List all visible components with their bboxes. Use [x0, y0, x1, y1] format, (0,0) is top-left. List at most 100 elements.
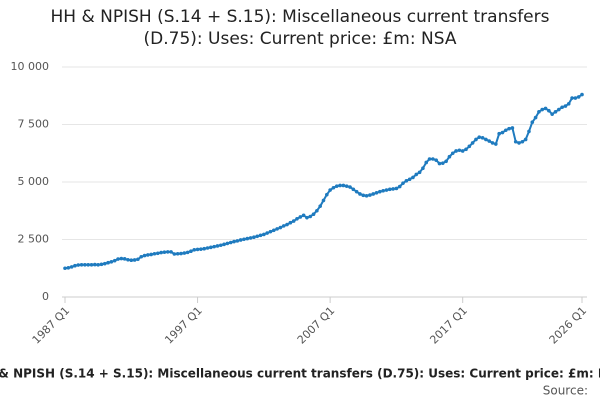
y-tick-label: 5 000: [18, 175, 50, 188]
data-point: [149, 252, 153, 257]
data-point: [205, 246, 210, 250]
data-point: [543, 106, 548, 111]
data-point: [212, 244, 216, 249]
data-line: [64, 93, 583, 270]
data-point: [255, 234, 260, 239]
data-point: [165, 250, 170, 254]
data-point: [484, 137, 488, 142]
data-point: [258, 233, 263, 238]
data-point: [301, 213, 306, 218]
data-point: [497, 131, 501, 136]
data-point: [96, 263, 100, 267]
data-point: [69, 265, 74, 269]
y-tick-label: 10 000: [11, 60, 50, 73]
data-point: [553, 110, 558, 114]
data-point: [202, 246, 206, 251]
data-point: [447, 154, 452, 159]
data-point: [474, 137, 478, 142]
data-point: [311, 212, 316, 216]
data-point: [510, 126, 515, 130]
data-point: [275, 227, 279, 231]
data-point: [397, 184, 402, 189]
data-point: [334, 184, 339, 188]
data-point: [126, 257, 130, 262]
data-point: [182, 251, 187, 255]
data-point: [83, 263, 87, 267]
data-point: [341, 183, 346, 188]
data-point: [454, 149, 458, 153]
x-tick-label: 1997 Q1: [162, 304, 205, 347]
data-point: [79, 263, 84, 267]
data-point: [136, 257, 140, 262]
data-point: [189, 249, 193, 254]
data-point: [248, 236, 253, 240]
data-point: [431, 157, 435, 161]
data-point: [73, 263, 77, 268]
data-point: [102, 261, 107, 266]
data-point: [288, 220, 293, 225]
data-point: [573, 96, 578, 100]
data-point: [66, 265, 71, 270]
data-point: [308, 214, 313, 219]
data-point: [580, 92, 584, 97]
data-point: [252, 235, 256, 239]
data-point: [424, 160, 429, 165]
data-point: [106, 260, 110, 265]
data-point: [199, 247, 203, 251]
data-point: [99, 262, 104, 267]
data-point: [570, 96, 574, 100]
data-point: [411, 175, 415, 180]
data-point: [391, 187, 395, 191]
data-point: [119, 256, 124, 261]
data-point: [354, 189, 359, 194]
data-point: [146, 253, 150, 257]
data-point: [142, 253, 147, 258]
data-point: [132, 258, 137, 262]
data-point: [394, 186, 399, 191]
data-point: [464, 147, 468, 152]
data-point: [295, 217, 299, 221]
data-point: [477, 135, 482, 139]
data-point: [351, 187, 356, 192]
data-point: [112, 258, 117, 263]
data-point: [563, 104, 568, 108]
data-point: [285, 222, 289, 227]
x-tick-label: 2007 Q1: [295, 304, 338, 347]
data-point: [159, 250, 163, 255]
data-point: [328, 188, 332, 192]
data-point: [404, 179, 409, 183]
data-point: [318, 204, 322, 208]
data-point: [540, 107, 545, 112]
data-point: [490, 141, 495, 145]
data-point: [116, 257, 120, 261]
data-point: [407, 177, 412, 182]
data-point: [325, 192, 329, 197]
data-point: [487, 139, 492, 143]
data-point: [507, 126, 511, 131]
data-point: [557, 107, 561, 112]
data-point: [527, 129, 531, 134]
data-point: [417, 170, 422, 175]
data-point: [566, 102, 571, 106]
data-point: [378, 189, 382, 194]
data-point: [517, 141, 521, 145]
data-point: [387, 187, 392, 192]
data-point: [228, 240, 233, 245]
data-point: [358, 192, 362, 196]
data-point: [530, 120, 535, 124]
data-point: [89, 263, 94, 267]
data-point: [172, 252, 177, 256]
data-point: [421, 166, 425, 170]
data-point: [576, 95, 581, 99]
data-point: [218, 243, 223, 248]
data-point: [268, 229, 273, 234]
data-point: [460, 149, 465, 153]
data-point: [238, 238, 243, 242]
footer-title: HH & NPISH (S.14 + S.15): Miscellaneous …: [0, 367, 600, 381]
data-point: [278, 225, 283, 230]
data-point: [209, 245, 213, 250]
data-point: [414, 172, 419, 177]
data-point: [338, 183, 342, 188]
data-point: [179, 251, 183, 256]
